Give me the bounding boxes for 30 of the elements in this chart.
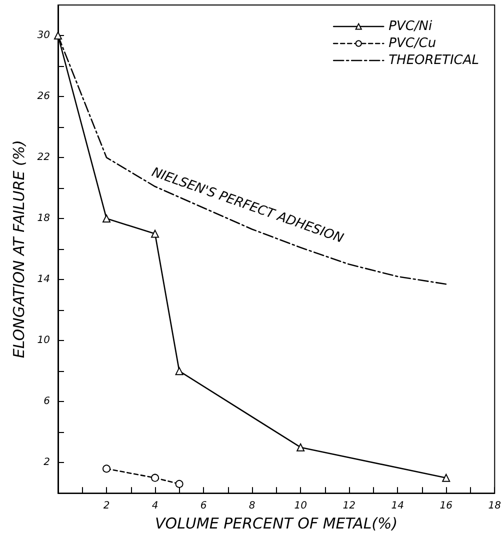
point [102,464,111,473]
y-tick-label: 6 [44,396,50,408]
point [296,443,305,452]
legend-label: THEORETICAL [388,53,480,68]
point [102,214,111,223]
x-tick-label: 6 [200,500,207,512]
x-tick-label: 14 [391,500,404,512]
legend-label: PVC/Cu [388,36,436,51]
point [151,474,160,482]
point [151,230,160,238]
point [442,474,450,482]
x-tick-label: 2 [103,500,110,512]
legend-label: PVC/Ni [388,19,433,34]
point [175,367,184,376]
y-tick-label: 2 [44,457,50,468]
x-tick-label: 10 [294,500,307,512]
y-tick-label: 30 [37,30,50,42]
x-tick-label: 18 [488,500,502,512]
x-axis-title: VOLUME PERCENT OF METAL(%) [155,514,398,532]
y-axis-title: ELONGATION AT FAILURE (%) [10,140,28,358]
y-tick-label: 14 [37,274,50,286]
point [175,480,184,488]
y-tick-label: 22 [37,152,50,164]
x-tick-label: 12 [342,500,356,512]
x-tick-label: 8 [248,500,256,512]
x-tick-label: 4 [152,500,158,512]
y-tick-label: 26 [37,91,50,102]
y-tick-label: 10 [37,335,50,346]
y-tick-label: 18 [37,213,50,224]
x-tick-label: 16 [440,500,452,512]
